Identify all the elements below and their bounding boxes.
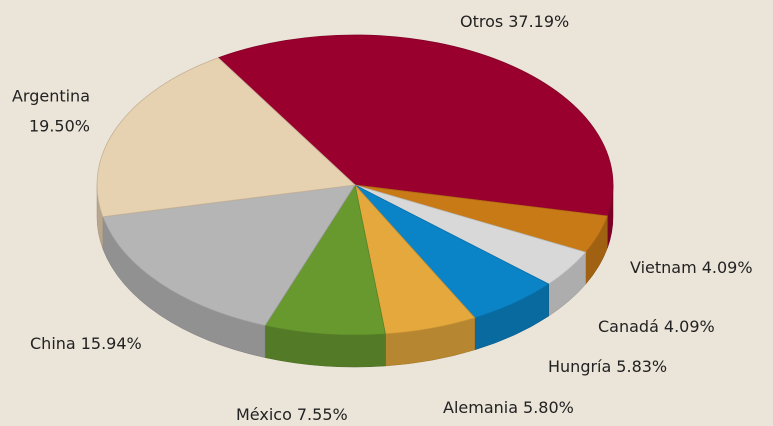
slice-name: Hungría — [548, 357, 611, 376]
slice-name: Canadá — [598, 317, 659, 336]
slice-name: Alemania — [443, 398, 518, 417]
slice-label: Argentina — [12, 87, 90, 106]
slice-value: 5.80% — [523, 398, 574, 417]
slice-label: Otros 37.19% — [460, 12, 569, 31]
slice-label: China 15.94% — [30, 334, 142, 353]
slice-value: 7.55% — [297, 405, 348, 424]
slice-value: 15.94% — [81, 334, 142, 353]
slice-name: Otros — [460, 12, 503, 31]
slice — [217, 34, 614, 217]
slice-value: 37.19% — [508, 12, 569, 31]
slice-name: México — [236, 405, 292, 424]
slice-label: Hungría 5.83% — [548, 357, 667, 376]
slice-value: 4.09% — [664, 317, 715, 336]
slice-value: 4.09% — [702, 258, 753, 277]
slice-label: México 7.55% — [236, 405, 348, 424]
slice-label: Canadá 4.09% — [598, 317, 715, 336]
slice-name: Vietnam — [630, 258, 697, 277]
slice — [264, 183, 386, 336]
slice-label: Alemania 5.80% — [443, 398, 574, 417]
slice-label: Vietnam 4.09% — [630, 258, 753, 277]
slice-name: China — [30, 334, 76, 353]
slice-value: 19.50% — [29, 117, 90, 136]
slice — [96, 57, 356, 218]
slice-value: 5.83% — [616, 357, 667, 376]
slice — [102, 184, 356, 327]
